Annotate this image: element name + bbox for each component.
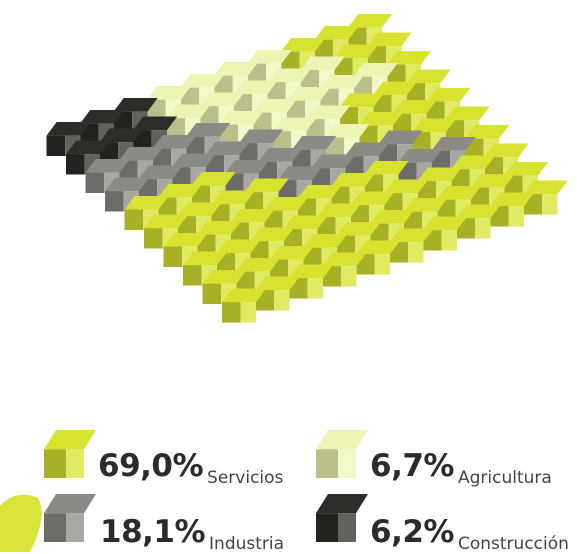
legend-item-servicios: 69,0% Servicios	[98, 436, 283, 487]
legend-label-agricultura: Agricultura	[457, 468, 552, 488]
waffle-cube	[222, 288, 267, 323]
legend-item-construccion: 6,2% Construcción	[370, 502, 569, 553]
legend-cube-servicios	[44, 430, 96, 478]
legend-label-construccion: Construcción	[457, 534, 569, 554]
legend-value-construccion: 6,2%	[370, 514, 454, 550]
decorative-blob	[0, 494, 42, 552]
legend-value-industria: 18,1%	[100, 514, 206, 550]
legend-cube-construccion	[316, 494, 368, 542]
waffle-cube	[387, 51, 432, 85]
waffle-cube	[389, 228, 434, 263]
legend-label-industria: Industria	[209, 534, 285, 554]
legend-cube-industria	[44, 494, 96, 542]
legend-label-servicios: Servicios	[207, 468, 284, 488]
legend-item-agricultura: 6,7% Agricultura	[370, 436, 552, 487]
legend-value-servicios: 69,0%	[98, 448, 204, 484]
legend-item-industria: 18,1% Industria	[100, 502, 284, 553]
waffle-cube	[423, 216, 468, 251]
legend-value-agricultura: 6,7%	[370, 448, 454, 484]
legend-cube-agricultura	[316, 430, 368, 478]
